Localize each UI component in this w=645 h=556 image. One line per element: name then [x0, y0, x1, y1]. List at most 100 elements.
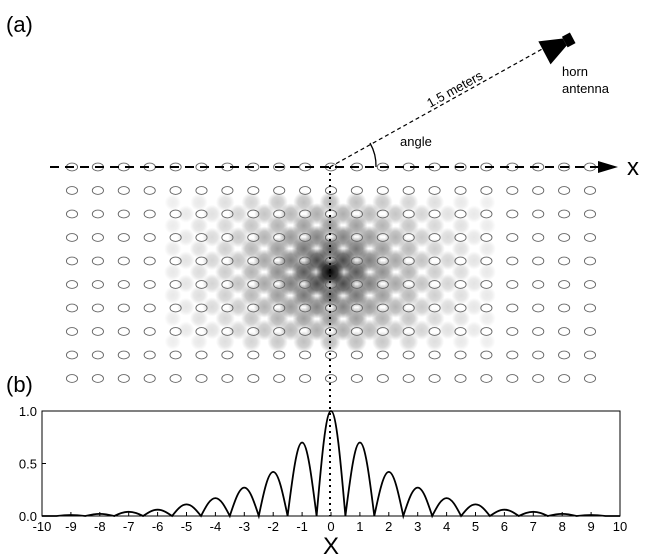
rod: [454, 374, 467, 383]
rod: [480, 350, 493, 360]
intensity-spot: [425, 308, 445, 329]
rod: [143, 350, 156, 360]
rod: [402, 350, 415, 360]
rod: [221, 209, 234, 219]
rod: [506, 327, 519, 336]
intensity-spot: [451, 216, 471, 235]
rod: [247, 374, 260, 383]
antenna-label-line2: antenna: [562, 81, 610, 96]
intensity-spot: [478, 263, 497, 281]
rod: [91, 303, 104, 313]
rod: [454, 186, 467, 195]
x-tick-label: 5: [472, 519, 479, 534]
rod: [558, 162, 571, 172]
rod: [454, 209, 467, 219]
x-tick-label: 3: [414, 519, 421, 534]
intensity-spot: [372, 331, 393, 352]
rod: [169, 374, 182, 383]
intensity-spot: [189, 262, 209, 282]
rod: [273, 209, 286, 219]
rod: [247, 233, 260, 242]
rod: [558, 374, 571, 383]
rod: [117, 233, 130, 242]
rod: [402, 256, 415, 266]
intensity-spot: [451, 309, 471, 328]
rod: [428, 256, 441, 266]
rod: [117, 350, 130, 360]
rod: [532, 350, 545, 360]
rod: [376, 209, 389, 219]
series-line: [41, 410, 620, 520]
rod: [247, 256, 260, 266]
x-tick-label: -9: [65, 519, 77, 534]
rod: [428, 303, 441, 313]
rod: [350, 327, 363, 336]
rod: [221, 303, 234, 313]
rod: [402, 280, 415, 289]
rod: [350, 303, 363, 313]
rod: [506, 350, 519, 360]
rod: [532, 186, 545, 195]
x-tick-label: -2: [267, 519, 279, 534]
rod: [91, 350, 104, 360]
rod: [376, 233, 389, 242]
rod: [273, 303, 286, 313]
rod: [506, 256, 519, 266]
intensity-spot: [202, 297, 222, 317]
intensity-spot: [267, 331, 288, 352]
rod: [558, 303, 571, 313]
intensity-spot: [176, 297, 195, 316]
rod: [350, 350, 363, 360]
intensity-spot: [164, 194, 181, 211]
intensity-spot: [177, 321, 195, 339]
intensity-spot: [241, 331, 262, 352]
intensity-spot: [202, 250, 222, 271]
rod: [299, 186, 312, 195]
plot-x-axis-label: X: [323, 533, 339, 556]
rod: [558, 186, 571, 195]
rod: [273, 327, 286, 336]
rod: [376, 303, 389, 313]
intensity-spot: [398, 192, 419, 213]
rod: [324, 350, 338, 360]
intensity-spot: [424, 285, 445, 306]
rod: [91, 256, 104, 266]
rod: [428, 374, 441, 383]
rod: [376, 256, 389, 266]
intensity-spot: [189, 239, 209, 259]
rod: [506, 280, 519, 289]
x-tick-label: 0: [327, 519, 334, 534]
rod: [117, 303, 130, 313]
plot-axes: -10 -9 -8 -7 -6 -5 -4 -3 -2 -1 0 1 2 3 4 5 6 7 8 9 100.00.51…: [19, 404, 627, 534]
intensity-spot: [189, 216, 209, 235]
rod: [376, 186, 389, 195]
rod: [117, 209, 130, 219]
rod: [143, 280, 156, 289]
rod: [428, 186, 441, 195]
intensity-spot: [438, 250, 458, 271]
intensity-spot: [215, 332, 235, 351]
rod: [350, 256, 363, 266]
rod: [299, 303, 312, 313]
intensity-spot: [465, 228, 484, 247]
rod: [195, 186, 208, 195]
rod: [195, 350, 208, 360]
rod: [273, 350, 286, 360]
intensity-spot: [465, 297, 484, 316]
rod: [454, 233, 467, 242]
rod: [428, 327, 441, 336]
intensity-spot: [478, 217, 496, 235]
rod: [247, 303, 260, 313]
rod: [583, 256, 597, 266]
rod: [247, 350, 260, 360]
rod: [65, 280, 79, 289]
horn-antenna-icon: [538, 32, 576, 65]
intensity-spot: [215, 193, 235, 212]
rod: [65, 350, 79, 360]
rod: [117, 374, 130, 383]
intensity-spot: [164, 333, 181, 350]
rod: [143, 374, 156, 383]
rod: [299, 327, 312, 336]
rod: [583, 186, 597, 195]
rod: [65, 186, 79, 195]
